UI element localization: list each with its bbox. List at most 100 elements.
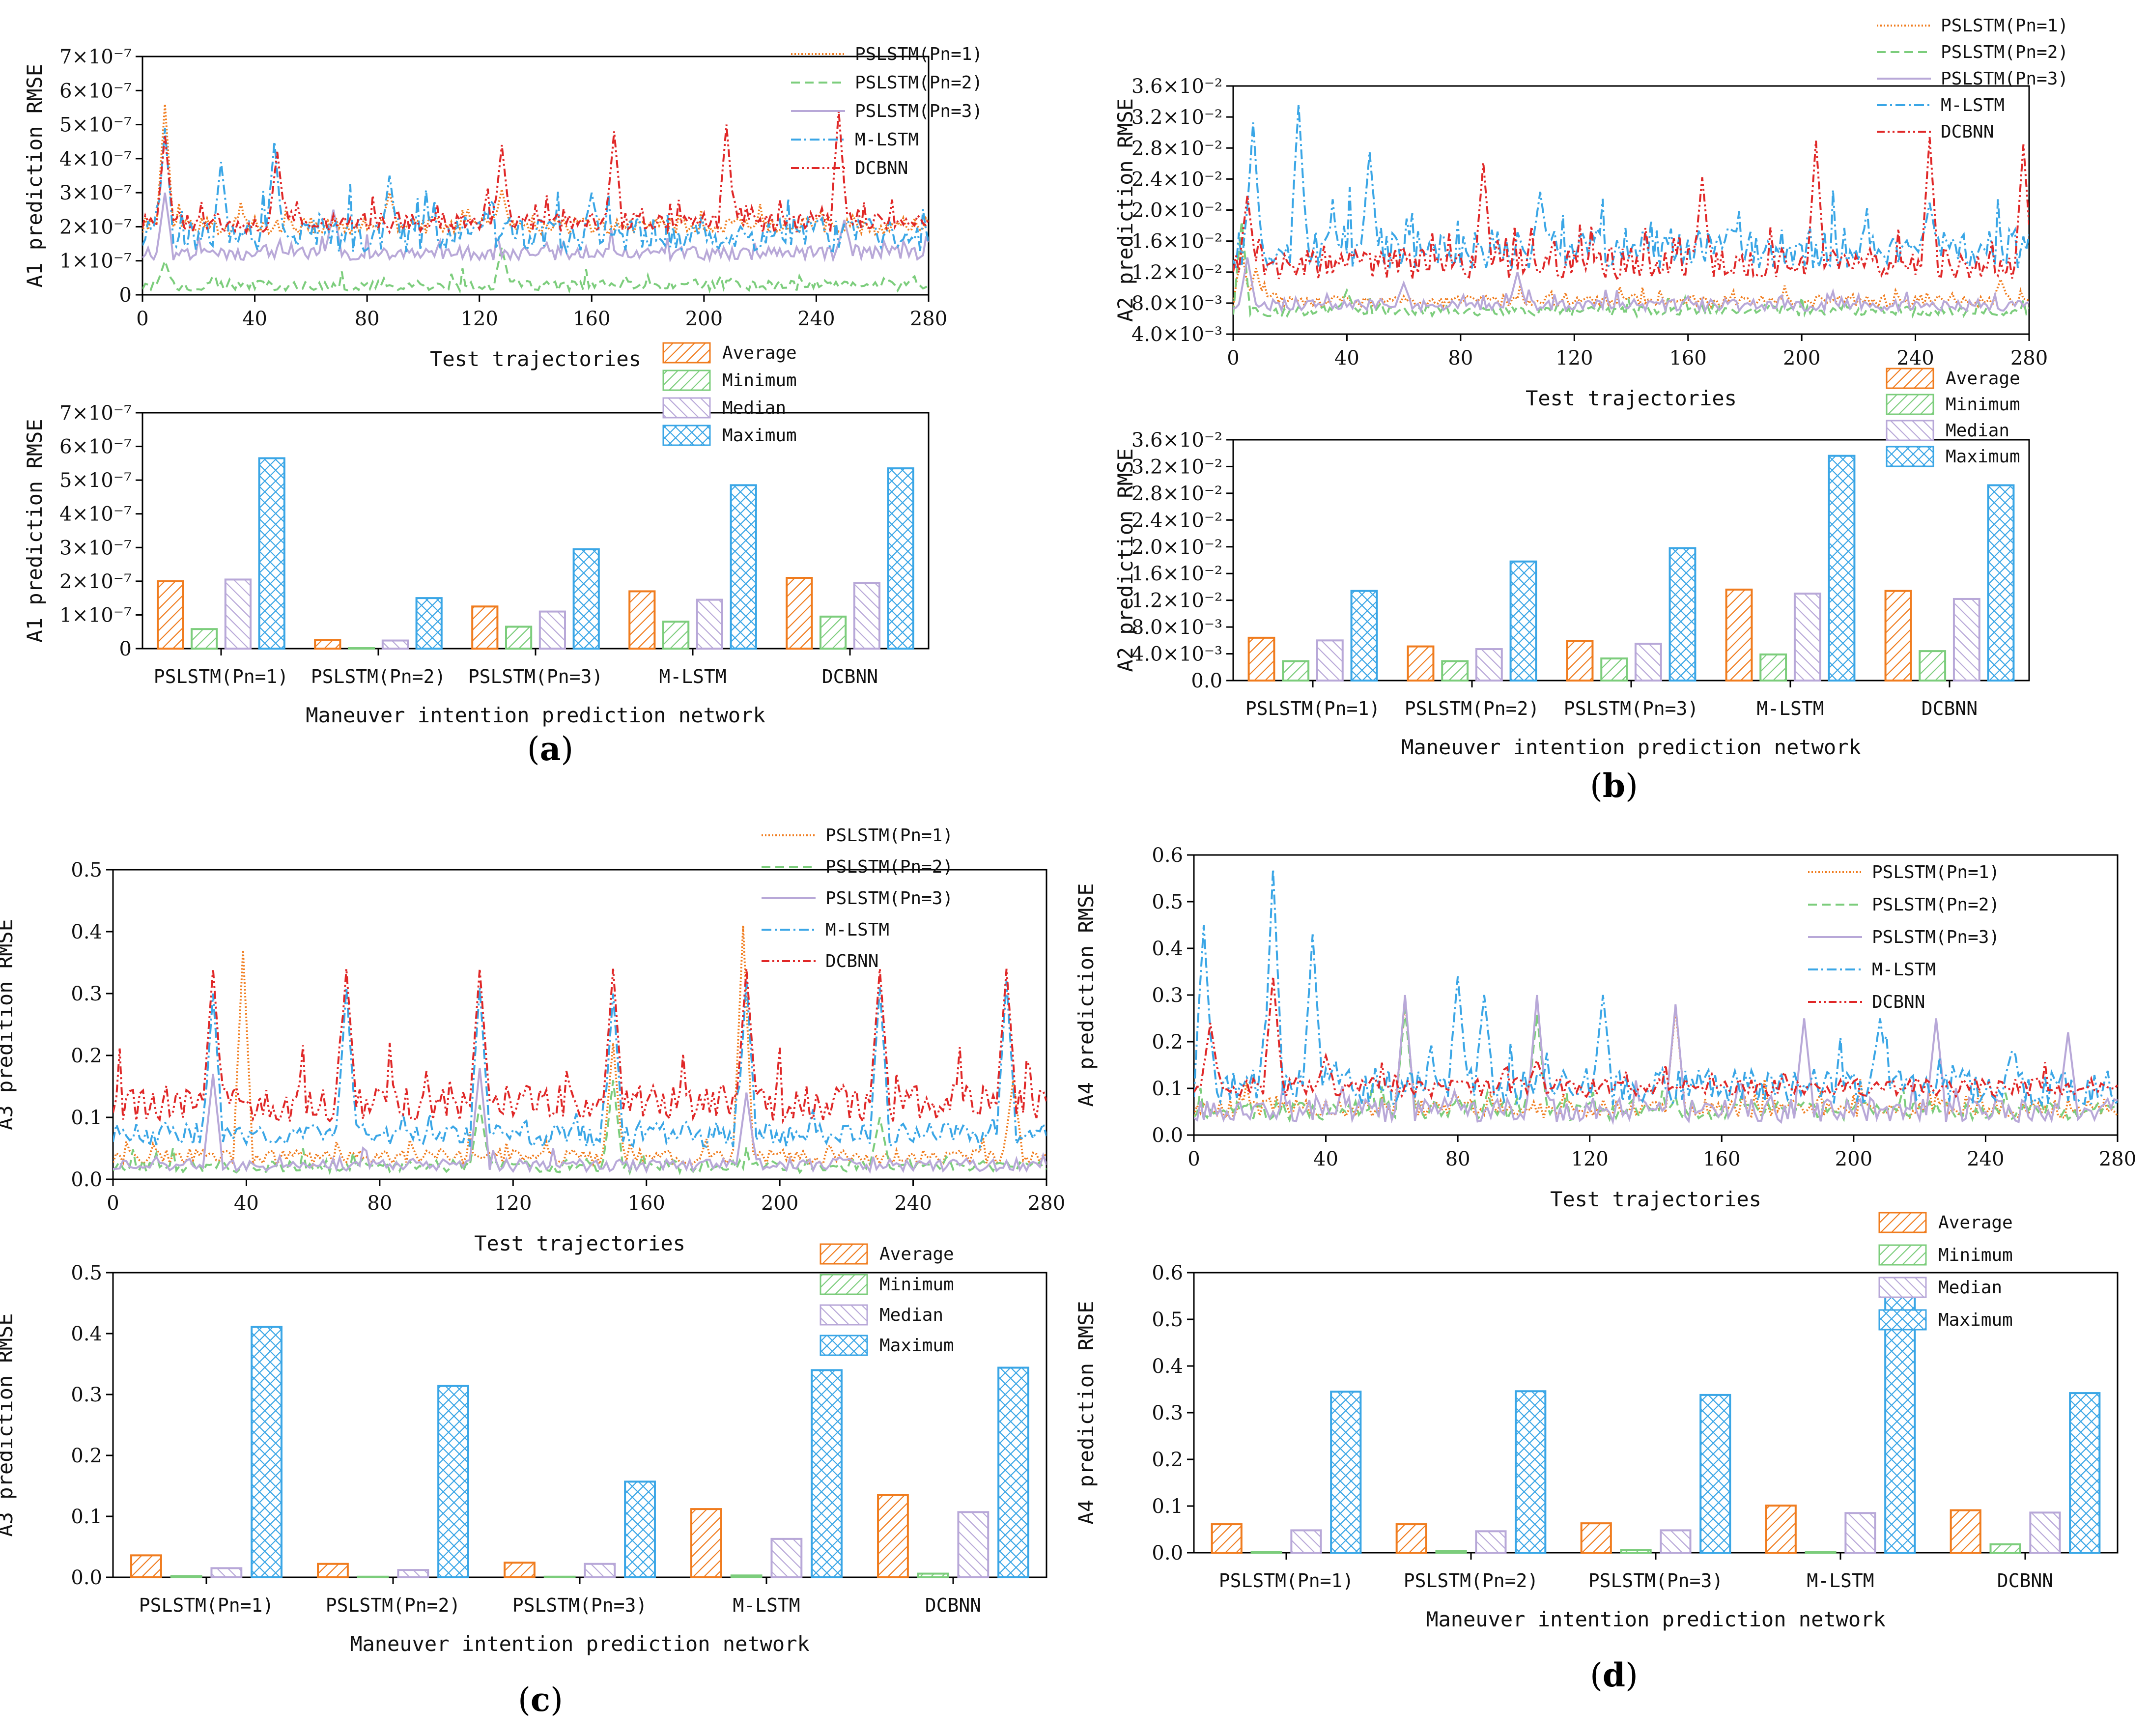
c-line-series-pslstm-pn-1 <box>113 925 1046 1168</box>
d-bar-bar-maximum-dcbnn <box>2069 1392 2101 1554</box>
a-line-legend-m-lstm: M-LSTM <box>855 130 919 150</box>
b-bar-bar-average-dcbnn <box>1884 590 1912 682</box>
d-bar-ytick-label: 0.6 <box>1152 1262 1183 1284</box>
c-line-ytick-label: 0.0 <box>71 1168 102 1191</box>
a-line-series-group <box>142 104 929 294</box>
a-bar-bar-average-pslstm-pn-2 <box>314 639 341 650</box>
c-bar-bar-maximum-pslstm-pn-3 <box>624 1480 656 1579</box>
b-bar-category-label: M-LSTM <box>1756 698 1824 719</box>
c-bar-bar-maximum-dcbnn <box>997 1366 1029 1578</box>
a-bar-ytick-label: 2×10⁻⁷ <box>59 570 132 593</box>
a-line-series-dcbnn <box>142 111 929 236</box>
c-line-plot-frame <box>112 869 1047 1180</box>
c-line-ytick-label: 0.1 <box>71 1107 102 1129</box>
a-line-series-pslstm-pn-3 <box>142 192 929 263</box>
a-line-xtick-label: 80 <box>355 308 380 330</box>
d-bar-bar-median-dcbnn <box>2029 1511 2061 1554</box>
c-bar-bar-median-pslstm-pn-3 <box>584 1563 616 1578</box>
d-bar-category-label: PSLSTM(Pn=3) <box>1588 1570 1724 1592</box>
a-line-xtick-label: 280 <box>910 308 947 330</box>
c-line-ytick-label: 0.2 <box>71 1045 102 1067</box>
a-bar-xlabel: Maneuver intention prediction network <box>306 703 765 727</box>
b-bar-legend-swatch-median <box>1886 420 1934 441</box>
a-bar-bar-median-pslstm-pn-3 <box>538 610 566 650</box>
d-bar-bar-median-pslstm-pn-3 <box>1660 1529 1692 1554</box>
panel-label-d-open: ( <box>1590 1656 1603 1694</box>
panel-label-b-letter: b <box>1602 767 1626 805</box>
a-line-legend-pslstm-pn-1: PSLSTM(Pn=1) <box>855 44 983 64</box>
b-bar-legend-minimum: Minimum <box>1946 395 2020 415</box>
b-line-ytick-label: 1.6×10⁻² <box>1131 230 1222 253</box>
d-line-ytick-label: 0.2 <box>1152 1031 1183 1053</box>
a-line-xlabel: Test trajectories <box>430 347 641 371</box>
d-line-legend-dcbnn: DCBNN <box>1872 992 1925 1012</box>
c-bar-bar-median-pslstm-pn-2 <box>397 1569 429 1579</box>
a-line-ytick-label: 6×10⁻⁷ <box>59 80 132 102</box>
a-line-ytick-label: 0 <box>119 284 132 307</box>
b-line-ytick-label: 4.0×10⁻³ <box>1131 323 1222 346</box>
a-line-legend-dcbnn: DCBNN <box>855 158 908 178</box>
c-line-xtick-label: 160 <box>628 1192 665 1215</box>
b-line-ytick-label: 8.0×10⁻³ <box>1131 292 1222 315</box>
d-bar-legend-average: Average <box>1938 1213 2013 1233</box>
a-line-legend-pslstm-pn-2: PSLSTM(Pn=2) <box>855 73 983 93</box>
a-bar-bar-median-pslstm-pn-2 <box>381 639 409 650</box>
d-line-xtick-label: 80 <box>1445 1148 1470 1170</box>
c-line-series-dcbnn <box>113 968 1046 1124</box>
c-bar-bar-average-pslstm-pn-2 <box>317 1563 349 1578</box>
a-line-xtick-label: 40 <box>242 308 267 330</box>
d-line-xtick-label: 120 <box>1571 1148 1609 1170</box>
c-bar-category-label: PSLSTM(Pn=3) <box>512 1594 648 1616</box>
c-bar-legend-maximum: Maximum <box>879 1336 954 1356</box>
d-line-xtick-label: 240 <box>1967 1148 2004 1170</box>
a-bar-ytick-label: 7×10⁻⁷ <box>59 402 132 425</box>
a-bar-ytick-label: 4×10⁻⁷ <box>59 503 132 526</box>
b-bar-bar-average-m-lstm <box>1725 588 1753 682</box>
b-bar-bar-median-pslstm-pn-3 <box>1634 643 1662 682</box>
c-bar-category-label: PSLSTM(Pn=2) <box>326 1594 461 1616</box>
b-line-ytick-label: 1.2×10⁻² <box>1131 261 1222 284</box>
panel-label-a-close: ) <box>561 730 574 768</box>
b-line-series-dcbnn <box>1233 137 2029 282</box>
a-bar-bar-minimum-pslstm-pn-3 <box>505 626 533 650</box>
a-bar-legend-swatch-average <box>662 342 711 364</box>
c-bar-legend-swatch-maximum <box>820 1335 868 1356</box>
d-line-xtick-label: 40 <box>1313 1148 1338 1170</box>
c-line-legend-pslstm-pn-1: PSLSTM(Pn=1) <box>825 825 953 846</box>
c-bar-bar-median-pslstm-pn-1 <box>210 1567 243 1578</box>
d-bar-bar-median-m-lstm <box>1844 1512 1876 1554</box>
a-bar-category-label: DCBNN <box>822 666 878 687</box>
d-bar-bar-average-pslstm-pn-2 <box>1395 1523 1427 1554</box>
c-line-xlabel: Test trajectories <box>474 1231 685 1255</box>
b-line-xtick-label: 200 <box>1783 347 1820 370</box>
c-bar-legend-swatch-median <box>820 1304 868 1326</box>
panel-label-c-open: ( <box>518 1681 531 1719</box>
b-bar-ytick-label: 3.6×10⁻² <box>1131 429 1222 452</box>
b-bar-category-label: PSLSTM(Pn=3) <box>1564 698 1699 719</box>
c-bar-bar-average-pslstm-pn-3 <box>504 1562 536 1578</box>
b-bar-bar-average-pslstm-pn-2 <box>1407 645 1435 682</box>
d-line-ytick-label: 0.4 <box>1152 938 1183 960</box>
a-line-ylabel: A1 prediction RMSE <box>23 64 47 287</box>
b-bar-legend-swatch-average <box>1886 368 1934 389</box>
b-bar-bar-median-m-lstm <box>1793 593 1821 682</box>
b-bar-bar-median-dcbnn <box>1952 598 1980 682</box>
b-line-series-pslstm-pn-3 <box>1233 257 2029 314</box>
b-bar-ytick-label: 8.0×10⁻³ <box>1131 616 1222 639</box>
d-bar-bar-minimum-pslstm-pn-2 <box>1435 1550 1467 1554</box>
a-bar-category-label: PSLSTM(Pn=3) <box>468 666 603 687</box>
d-bar-category-label: PSLSTM(Pn=2) <box>1404 1570 1539 1592</box>
d-bar-bar-maximum-pslstm-pn-3 <box>1699 1394 1731 1554</box>
d-bar-bar-minimum-dcbnn <box>1989 1543 2021 1554</box>
panel-label-a-letter: a <box>539 730 561 768</box>
d-line-legend-m-lstm: M-LSTM <box>1872 960 1936 980</box>
d-line-ytick-label: 0.1 <box>1152 1078 1183 1100</box>
a-line-xtick-label: 160 <box>573 308 610 330</box>
d-line-legend-pslstm-pn-1: PSLSTM(Pn=1) <box>1872 862 2000 882</box>
panel-label-a-open: ( <box>527 730 540 768</box>
b-bar-category-label: PSLSTM(Pn=2) <box>1405 698 1540 719</box>
c-line-ytick-label: 0.3 <box>71 983 102 1005</box>
c-bar-legend-minimum: Minimum <box>879 1275 954 1295</box>
a-line-ytick-label: 2×10⁻⁷ <box>59 216 132 238</box>
